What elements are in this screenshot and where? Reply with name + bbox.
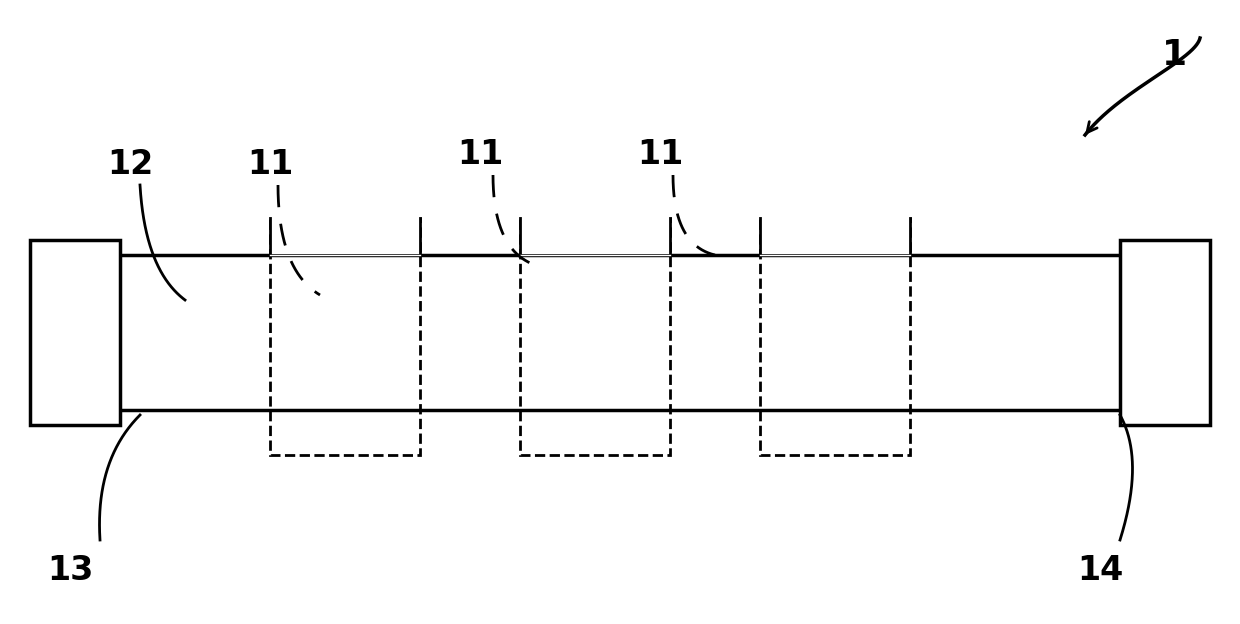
Bar <box>760 215 910 255</box>
Bar <box>270 215 420 455</box>
Text: 1: 1 <box>1162 38 1188 72</box>
Bar <box>1120 240 1210 425</box>
Text: 11: 11 <box>637 139 683 172</box>
Bar <box>30 240 120 425</box>
Bar <box>760 215 910 455</box>
Bar <box>520 215 670 455</box>
Bar <box>95 255 1149 410</box>
Text: 11: 11 <box>456 139 503 172</box>
Bar <box>270 215 420 255</box>
Text: 13: 13 <box>47 553 93 587</box>
Bar <box>520 215 670 255</box>
Text: 14: 14 <box>1076 553 1123 587</box>
Text: 11: 11 <box>247 149 293 182</box>
Text: 12: 12 <box>107 149 153 182</box>
